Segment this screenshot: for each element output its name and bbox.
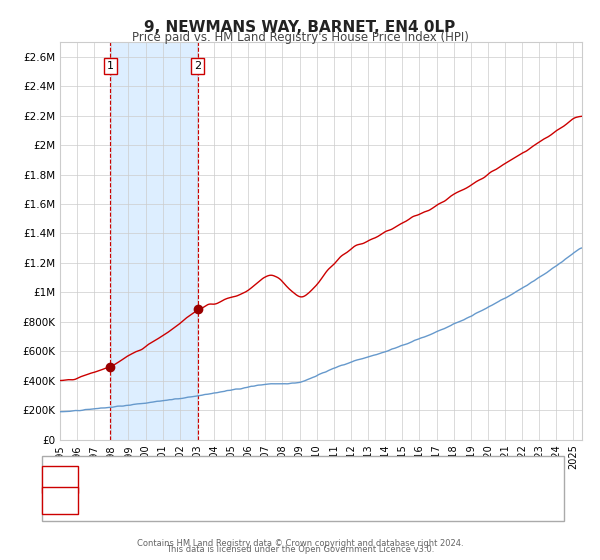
- Text: 10-DEC-1997: 10-DEC-1997: [96, 474, 170, 484]
- Text: ———: ———: [66, 471, 107, 485]
- Text: 1: 1: [56, 474, 64, 484]
- Text: £885,000: £885,000: [228, 496, 281, 506]
- Text: 9, NEWMANS WAY, BARNET, EN4 0LP (detached house): 9, NEWMANS WAY, BARNET, EN4 0LP (detache…: [108, 473, 394, 483]
- Text: 126% ↑ HPI: 126% ↑ HPI: [360, 474, 427, 484]
- Text: 13-JAN-2003: 13-JAN-2003: [96, 496, 166, 506]
- Text: 9, NEWMANS WAY, BARNET, EN4 0LP: 9, NEWMANS WAY, BARNET, EN4 0LP: [145, 20, 455, 35]
- Text: 107% ↑ HPI: 107% ↑ HPI: [360, 496, 427, 506]
- Text: Price paid vs. HM Land Registry's House Price Index (HPI): Price paid vs. HM Land Registry's House …: [131, 31, 469, 44]
- Text: HPI: Average price, detached house, Enfield: HPI: Average price, detached house, Enfi…: [108, 498, 337, 508]
- Bar: [110, 42, 197, 440]
- Text: ———: ———: [66, 497, 107, 511]
- Text: This data is licensed under the Open Government Licence v3.0.: This data is licensed under the Open Gov…: [166, 545, 434, 554]
- Text: £495,000: £495,000: [228, 474, 281, 484]
- Text: 1: 1: [107, 61, 114, 71]
- Text: Contains HM Land Registry data © Crown copyright and database right 2024.: Contains HM Land Registry data © Crown c…: [137, 539, 463, 548]
- Text: 2: 2: [194, 61, 201, 71]
- Text: 2: 2: [56, 496, 64, 506]
